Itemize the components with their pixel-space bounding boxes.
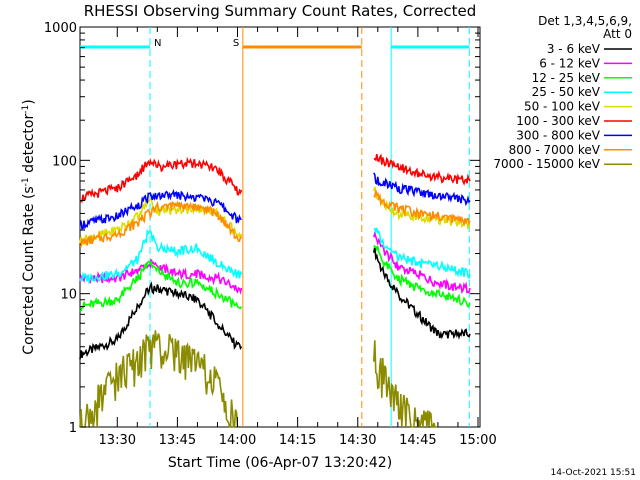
legend-label: 300 - 800 keV bbox=[516, 128, 600, 142]
legend-label: 3 - 6 keV bbox=[547, 42, 601, 56]
y-tick-label: 1000 bbox=[44, 21, 77, 36]
legend-header-line2: Att 0 bbox=[603, 27, 632, 41]
series-line bbox=[79, 200, 243, 248]
series-line bbox=[79, 259, 243, 295]
series-line bbox=[373, 244, 471, 308]
y-axis-label-mid: detector bbox=[21, 114, 37, 178]
x-tick-label: 13:30 bbox=[99, 433, 136, 448]
x-tick-label: 13:45 bbox=[159, 433, 196, 448]
y-tick-label: 1 bbox=[69, 421, 77, 436]
x-tick-label: 14:15 bbox=[279, 433, 316, 448]
series-line bbox=[79, 156, 243, 203]
y-axis-ticks: 1 10 100 1000 bbox=[44, 21, 480, 436]
series-line bbox=[373, 340, 438, 428]
series-line bbox=[373, 230, 471, 295]
y-axis-label-main: Corrected Count Rate (s bbox=[21, 186, 37, 354]
y-axis-label-end: ) bbox=[21, 99, 37, 104]
x-tick-label: 14:45 bbox=[399, 433, 436, 448]
y-axis-label-sup1: -1 bbox=[21, 177, 31, 186]
series-lines bbox=[79, 153, 471, 428]
footer-timestamp: 14-Oct-2021 15:51 bbox=[551, 468, 636, 478]
state-bar-label: S bbox=[233, 38, 239, 49]
state-lines bbox=[149, 27, 470, 427]
series-line bbox=[79, 188, 242, 230]
legend-label: 100 - 300 keV bbox=[516, 114, 600, 128]
y-axis-label-sup2: -1 bbox=[21, 105, 31, 114]
series-line bbox=[79, 330, 239, 428]
x-axis-label: Start Time (06-Apr-07 13:20:42) bbox=[168, 455, 392, 471]
series-line bbox=[373, 172, 471, 207]
series-line bbox=[373, 227, 471, 280]
x-tick-label: 14:30 bbox=[339, 433, 376, 448]
plot-frame bbox=[79, 26, 481, 428]
series-line bbox=[373, 246, 471, 340]
series-line bbox=[373, 186, 471, 230]
legend-label: 25 - 50 keV bbox=[532, 85, 601, 99]
y-axis-label: Corrected Count Rate (s-1 detector-1) bbox=[21, 99, 37, 354]
x-tick-label: 14:00 bbox=[219, 433, 256, 448]
series-line bbox=[373, 190, 471, 228]
series-line bbox=[79, 281, 243, 360]
legend-label: 800 - 7000 keV bbox=[509, 143, 601, 157]
legend-label: 6 - 12 keV bbox=[539, 56, 601, 70]
series-line bbox=[79, 260, 243, 312]
chart-title: RHESSI Observing Summary Count Rates, Co… bbox=[84, 2, 477, 20]
legend-header-line1: Det 1,3,4,5,6,9, bbox=[538, 14, 632, 28]
series-line bbox=[79, 228, 243, 285]
legend-label: 50 - 100 keV bbox=[524, 100, 601, 114]
series-line bbox=[373, 153, 471, 186]
y-tick-label: 100 bbox=[52, 154, 77, 169]
x-tick-label: 15:00 bbox=[459, 433, 496, 448]
y-tick-label: 10 bbox=[60, 288, 77, 303]
state-bar-label: N bbox=[154, 38, 161, 49]
legend-label: 12 - 25 keV bbox=[532, 71, 601, 85]
x-axis-ticks: 13:30 13:45 14:00 14:15 14:30 14:45 15:00 bbox=[99, 27, 497, 448]
legend-label: 7000 - 15000 keV bbox=[493, 157, 600, 171]
